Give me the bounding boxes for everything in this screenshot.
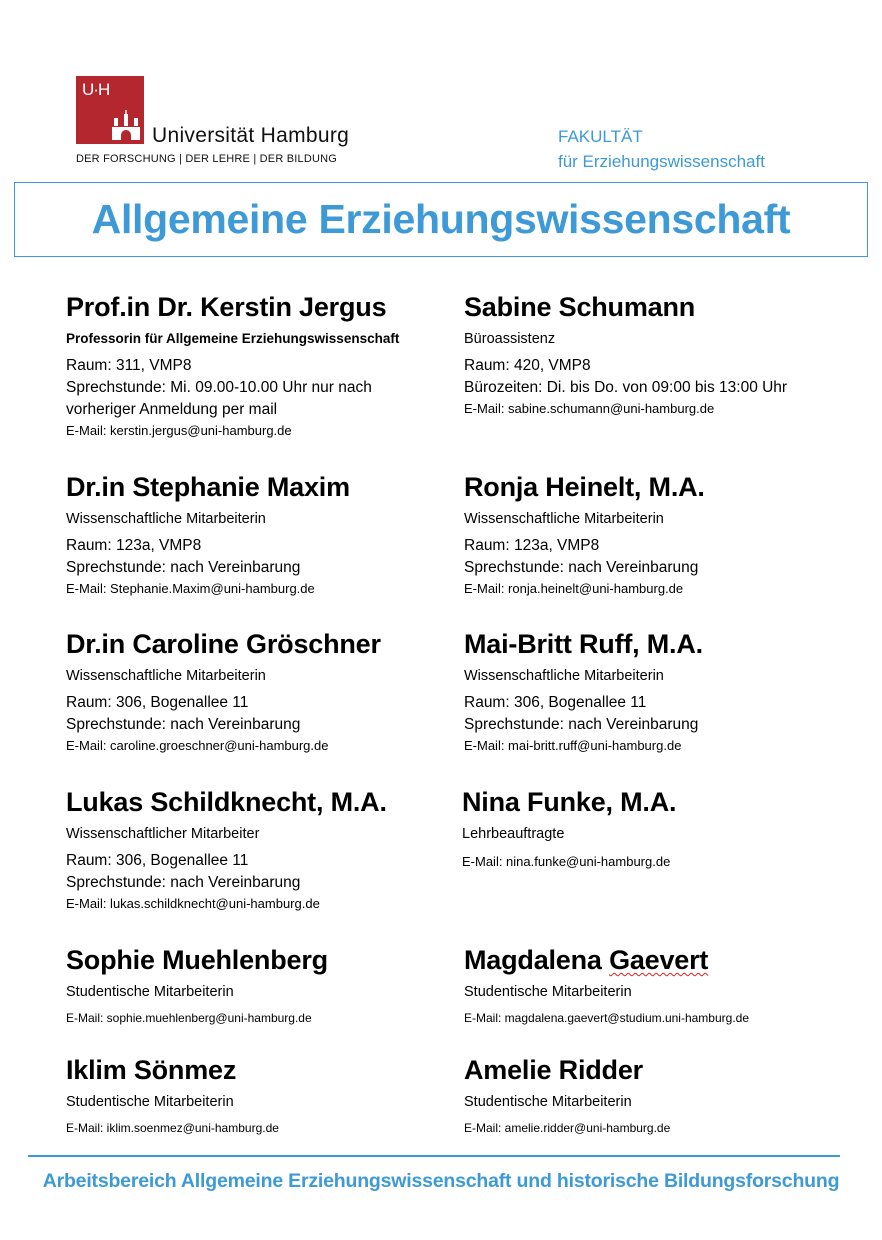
- staff-email: E-Mail: sophie.muehlenberg@uni-hamburg.d…: [66, 1011, 312, 1025]
- staff-role: Wissenschaftliche Mitarbeiterin: [464, 511, 664, 527]
- staff-details: Raum: 306, Bogenallee 11 Sprechstunde: na…: [66, 850, 456, 894]
- staff-entry: Mai-Britt Ruff, M.A. Wissenschaftliche Mi…: [464, 627, 854, 756]
- staff-entry: Dr.in Caroline Gröschner Wissenschaftlich…: [66, 627, 456, 756]
- staff-first-name: Magdalena: [464, 945, 602, 975]
- staff-detail-line: Sprechstunde: nach Vereinbarung: [66, 874, 301, 891]
- staff-detail-line: Bürozeiten: Di. bis Do. von 09:00 bis 13…: [464, 379, 788, 396]
- staff-name: Amelie Ridder: [464, 1055, 643, 1085]
- staff-role: Lehrbeauftragte: [462, 826, 565, 842]
- staff-role: Wissenschaftliche Mitarbeiterin: [66, 511, 266, 527]
- page-title: Allgemeine Erziehungswissenschaft: [91, 196, 791, 242]
- staff-detail-line: Sprechstunde: nach Vereinbarung: [464, 716, 699, 733]
- staff-role: Wissenschaftliche Mitarbeiterin: [464, 668, 664, 684]
- staff-email: E-Mail: amelie.ridder@uni-hamburg.de: [464, 1121, 671, 1135]
- staff-detail-line: Sprechstunde: Mi. 09.00-10.00 Uhr nur na…: [66, 379, 372, 396]
- staff-name: Dr.in Caroline Gröschner: [66, 629, 381, 659]
- staff-detail-line: vorheriger Anmeldung per mail: [66, 401, 278, 418]
- staff-email: E-Mail: iklim.soenmez@uni-hamburg.de: [66, 1121, 279, 1135]
- staff-details: Raum: 420, VMP8 Bürozeiten: Di. bis Do. v…: [464, 355, 854, 399]
- staff-detail-line: Raum: 123a, VMP8: [66, 537, 202, 554]
- staff-email: E-Mail: Stephanie.Maxim@uni-hamburg.de: [66, 581, 315, 596]
- staff-role: Wissenschaftlicher Mitarbeiter: [66, 826, 260, 842]
- staff-email: E-Mail: ronja.heinelt@uni-hamburg.de: [464, 581, 684, 596]
- staff-name: Sophie Muehlenberg: [66, 945, 328, 975]
- university-tagline: DER FORSCHUNG | DER LEHRE | DER BILDUNG: [76, 153, 338, 165]
- staff-name: Lukas Schildknecht, M.A.: [66, 787, 387, 817]
- staff-entry: Magdalena Gaevert Studentische Mitarbeite…: [464, 943, 854, 1028]
- staff-details: Raum: 123a, VMP8 Sprechstunde: nach Verei…: [66, 535, 456, 579]
- staff-details: Raum: 123a, VMP8 Sprechstunde: nach Verei…: [464, 535, 854, 579]
- faculty-label: FAKULTÄT für Erziehungswissenschaft: [558, 124, 765, 174]
- staff-detail-line: Raum: 306, Bogenallee 11: [464, 694, 647, 711]
- staff-email: E-Mail: kerstin.jergus@uni-hamburg.de: [66, 423, 292, 438]
- staff-detail-line: Raum: 306, Bogenallee 11: [66, 694, 249, 711]
- staff-detail-line: Raum: 420, VMP8: [464, 357, 591, 374]
- staff-name: Magdalena Gaevert: [464, 943, 854, 977]
- staff-name: Nina Funke, M.A.: [462, 787, 677, 817]
- staff-name: Prof.in Dr. Kerstin Jergus: [66, 292, 387, 322]
- staff-email: E-Mail: caroline.groeschner@uni-hamburg.…: [66, 738, 329, 753]
- staff-role: Studentische Mitarbeiterin: [66, 1094, 234, 1110]
- logo-mark: U·H: [76, 76, 144, 144]
- staff-entry: Nina Funke, M.A. Lehrbeauftragte E-Mail: n…: [462, 785, 852, 872]
- staff-role: Professorin für Allgemeine Erziehungswis…: [66, 331, 400, 346]
- staff-role: Studentische Mitarbeiterin: [66, 984, 234, 1000]
- staff-details: Raum: 306, Bogenallee 11 Sprechstunde: na…: [464, 692, 854, 736]
- staff-details: Raum: 306, Bogenallee 11 Sprechstunde: na…: [66, 692, 456, 736]
- staff-email: E-Mail: mai-britt.ruff@uni-hamburg.de: [464, 738, 682, 753]
- faculty-line-2: für Erziehungswissenschaft: [558, 152, 765, 171]
- staff-entry: Dr.in Stephanie Maxim Wissenschaftliche M…: [66, 470, 456, 599]
- logo-mark-text: U·H: [82, 80, 110, 99]
- faculty-line-1: FAKULTÄT: [558, 127, 643, 146]
- title-box: Allgemeine Erziehungswissenschaft: [14, 182, 868, 257]
- staff-role: Studentische Mitarbeiterin: [464, 1094, 632, 1110]
- staff-entry: Sabine Schumann Büroassistenz Raum: 420, V…: [464, 290, 854, 419]
- staff-email: E-Mail: lukas.schildknecht@uni-hamburg.d…: [66, 896, 320, 911]
- footer-divider: [28, 1155, 840, 1157]
- staff-role: Büroassistenz: [464, 331, 556, 347]
- footer-text: Arbeitsbereich Allgemeine Erziehungswiss…: [42, 1170, 840, 1192]
- staff-name: Mai-Britt Ruff, M.A.: [464, 629, 703, 659]
- staff-detail-line: Raum: 306, Bogenallee 11: [66, 852, 249, 869]
- staff-entry: Lukas Schildknecht, M.A. Wissenschaftlich…: [66, 785, 456, 914]
- staff-detail-line: Sprechstunde: nach Vereinbarung: [66, 559, 301, 576]
- staff-role: Wissenschaftliche Mitarbeiterin: [66, 668, 266, 684]
- staff-detail-line: Sprechstunde: nach Vereinbarung: [464, 559, 699, 576]
- staff-email: E-Mail: nina.funke@uni-hamburg.de: [462, 854, 671, 869]
- staff-detail-line: Raum: 123a, VMP8: [464, 537, 600, 554]
- staff-entry: Ronja Heinelt, M.A. Wissenschaftliche Mit…: [464, 470, 854, 599]
- staff-entry: Amelie Ridder Studentische Mitarbeiterin E…: [464, 1053, 854, 1138]
- university-name: Universität Hamburg: [152, 124, 350, 147]
- staff-name: Dr.in Stephanie Maxim: [66, 472, 350, 502]
- staff-email: E-Mail: magdalena.gaevert@studium.uni-ha…: [464, 1011, 749, 1025]
- staff-name: Iklim Sönmez: [66, 1055, 237, 1085]
- staff-name: Ronja Heinelt, M.A.: [464, 472, 705, 502]
- staff-email: E-Mail: sabine.schumann@uni-hamburg.de: [464, 401, 715, 416]
- staff-name: Sabine Schumann: [464, 292, 696, 322]
- castle-icon: [112, 110, 140, 140]
- staff-entry: Iklim Sönmez Studentische Mitarbeiterin E-…: [66, 1053, 456, 1138]
- staff-detail-line: Sprechstunde: nach Vereinbarung: [66, 716, 301, 733]
- staff-detail-line: Raum: 311, VMP8: [66, 357, 192, 374]
- staff-role: Studentische Mitarbeiterin: [464, 984, 632, 1000]
- staff-last-name: Gaevert: [609, 945, 709, 975]
- staff-entry: Sophie Muehlenberg Studentische Mitarbeit…: [66, 943, 456, 1028]
- staff-details: Raum: 311, VMP8 Sprechstunde: Mi. 09.00-1…: [66, 355, 456, 421]
- staff-entry: Prof.in Dr. Kerstin Jergus Professorin fü…: [66, 290, 456, 441]
